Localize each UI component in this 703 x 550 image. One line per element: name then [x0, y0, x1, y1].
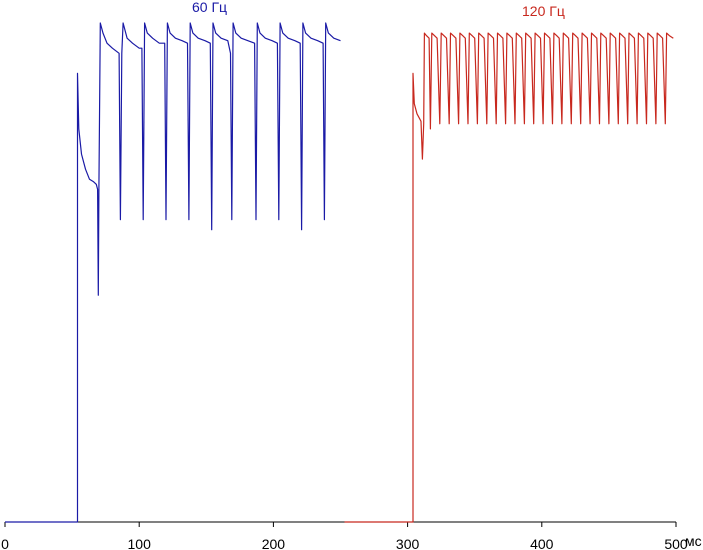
x-axis-unit-label: мс [685, 533, 702, 549]
series-label-0: 60 Гц [192, 0, 227, 15]
series-line-0 [5, 22, 341, 523]
series-labels: 60 Гц 120 Гц [192, 0, 565, 19]
x-tick-label-100: 100 [128, 536, 152, 550]
x-tick-label-300: 300 [396, 536, 420, 550]
series-line-1 [344, 32, 674, 523]
series-group [5, 22, 674, 523]
x-tick-label-0: 0 [1, 536, 9, 550]
x-tick-label-200: 200 [262, 536, 286, 550]
x-tick-label-500: 500 [664, 536, 688, 550]
series-label-1: 120 Гц [522, 3, 565, 19]
x-tick-label-400: 400 [530, 536, 554, 550]
x-axis-tick-labels: 0 100 200 300 400 500 [1, 536, 688, 550]
x-axis-ticks [4, 522, 677, 527]
